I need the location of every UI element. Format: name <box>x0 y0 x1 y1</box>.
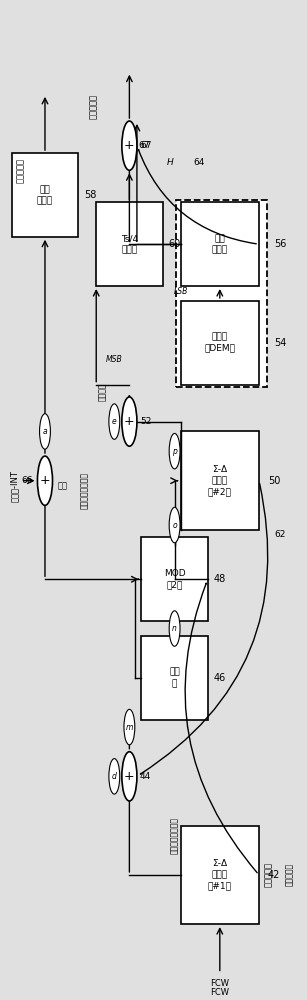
Text: 分频控制字: 分频控制字 <box>263 862 273 887</box>
Text: 44: 44 <box>140 772 151 781</box>
Text: 拨动可调频率信号: 拨动可调频率信号 <box>80 472 89 509</box>
Circle shape <box>122 752 137 801</box>
Text: o: o <box>172 521 177 530</box>
Circle shape <box>124 709 135 745</box>
Text: 整数
分频器: 整数 分频器 <box>37 185 53 205</box>
Text: 50: 50 <box>268 476 280 486</box>
Bar <box>181 826 259 924</box>
Text: 频率控制字: 频率控制字 <box>285 863 294 886</box>
FancyArrowPatch shape <box>185 583 257 873</box>
Text: 分频器-INT: 分频器-INT <box>10 470 19 502</box>
Bar <box>96 202 162 286</box>
Text: 积分
器: 积分 器 <box>169 668 180 688</box>
Text: +: + <box>124 139 135 152</box>
Text: Σ-Δ
调制器
（#2）: Σ-Δ 调制器 （#2） <box>208 465 232 496</box>
Text: p: p <box>172 447 177 456</box>
Text: 62: 62 <box>274 530 286 539</box>
Text: MSB: MSB <box>106 355 123 364</box>
Text: +: + <box>124 770 135 783</box>
Circle shape <box>37 456 52 505</box>
FancyArrowPatch shape <box>138 150 256 244</box>
Text: d: d <box>112 772 117 781</box>
Text: +: + <box>40 474 50 487</box>
Text: 58: 58 <box>84 190 96 200</box>
Text: 42: 42 <box>268 870 280 880</box>
Bar <box>142 537 208 621</box>
Text: H: H <box>167 158 173 167</box>
Circle shape <box>169 433 180 469</box>
Text: 相位检波器: 相位检波器 <box>89 94 98 119</box>
Text: 60: 60 <box>169 239 181 249</box>
Text: a: a <box>43 427 47 436</box>
Circle shape <box>169 611 180 646</box>
Text: m: m <box>126 723 133 732</box>
Text: +: + <box>124 415 135 428</box>
Circle shape <box>169 507 180 543</box>
Text: 46: 46 <box>214 673 226 683</box>
Text: 54: 54 <box>274 338 286 348</box>
Text: 52: 52 <box>140 417 151 426</box>
Text: 56: 56 <box>274 239 286 249</box>
Text: 平衡: 平衡 <box>58 481 68 490</box>
Bar <box>181 301 259 385</box>
Bar <box>12 153 78 237</box>
Bar <box>142 636 208 720</box>
Text: 拨动可调频率信号: 拨动可调频率信号 <box>170 817 179 854</box>
Circle shape <box>109 759 120 794</box>
Bar <box>176 200 266 387</box>
Text: MOD
（2）: MOD （2） <box>164 569 185 589</box>
Text: e: e <box>112 417 117 426</box>
Circle shape <box>40 414 50 449</box>
FancyArrowPatch shape <box>141 483 268 774</box>
Text: 相位
内插器: 相位 内插器 <box>212 234 228 254</box>
Bar <box>181 431 259 530</box>
Text: 疾病器
（DEM）: 疾病器 （DEM） <box>204 333 235 353</box>
Text: -: - <box>121 128 125 138</box>
Text: FCW: FCW <box>210 988 229 997</box>
Text: FCW: FCW <box>210 979 229 988</box>
Text: 48: 48 <box>214 574 226 584</box>
Text: 67: 67 <box>140 141 151 150</box>
Bar <box>181 202 259 286</box>
Circle shape <box>109 404 120 439</box>
Text: 相位误差: 相位误差 <box>98 383 107 401</box>
Circle shape <box>122 397 137 446</box>
Text: Ts/4
延迟器: Ts/4 延迟器 <box>121 234 138 254</box>
Text: 64: 64 <box>193 158 204 167</box>
Text: LSB: LSB <box>173 287 188 296</box>
Text: n: n <box>172 624 177 633</box>
Circle shape <box>122 121 137 170</box>
Text: 数字分频器: 数字分频器 <box>16 158 25 183</box>
Text: 67: 67 <box>139 141 150 150</box>
Text: 66: 66 <box>21 476 33 485</box>
Text: Σ-Δ
调制器
（#1）: Σ-Δ 调制器 （#1） <box>208 859 232 890</box>
